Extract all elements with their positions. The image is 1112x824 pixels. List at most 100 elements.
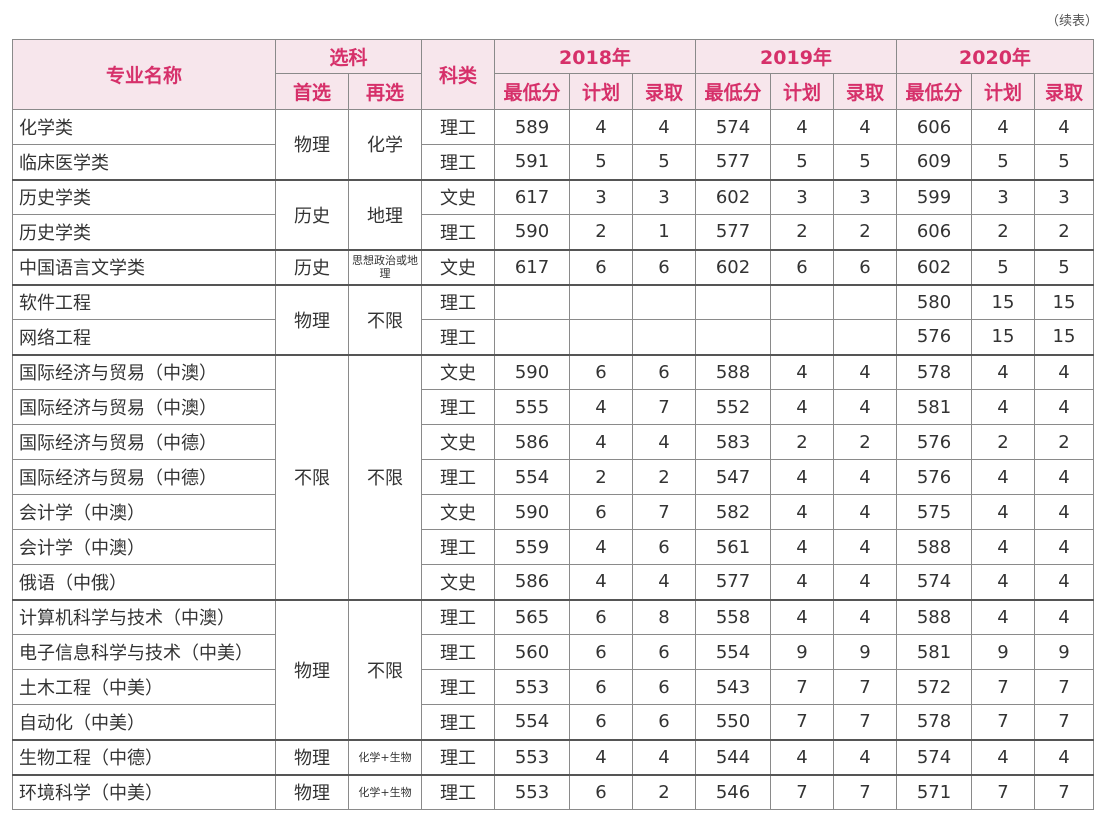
- y2020-admit-cell: 4: [1034, 459, 1094, 495]
- y2019-plan-cell: 4: [770, 389, 834, 425]
- y2020-admit-cell: 4: [1034, 109, 1094, 145]
- y2020-min-score-cell: 588: [896, 529, 972, 565]
- table-row: 国际经济与贸易（中德） 文史 586 4 4 583 2 2 576 2 2: [12, 424, 1094, 460]
- y2019-admit-cell: 4: [833, 353, 897, 390]
- y2018-admit-cell: 8: [632, 598, 696, 635]
- y2020-min-score-cell: 572: [896, 669, 972, 705]
- major-name-cell: 电子信息科学与技术（中美）: [12, 634, 276, 670]
- y2018-admit-cell: 6: [632, 248, 696, 285]
- major-name-cell: 国际经济与贸易（中德）: [12, 424, 276, 460]
- y2018-plan-cell: 2: [569, 459, 633, 495]
- y2019-min-score-cell: 546: [695, 773, 771, 810]
- y2020-admit-cell: 5: [1034, 144, 1094, 180]
- table-row: 自动化（中美） 理工 554 6 6 550 7 7 578 7 7: [12, 704, 1094, 740]
- category-cell: 理工: [421, 704, 495, 740]
- y2019-admit-cell: 4: [833, 598, 897, 635]
- y2018-min-score-cell: 565: [494, 598, 570, 635]
- y2018-admit-cell: 6: [632, 529, 696, 565]
- table-row: 会计学（中澳） 文史 590 6 7 582 4 4 575 4 4: [12, 494, 1094, 530]
- major-name-cell: 化学类: [12, 109, 276, 145]
- y2018-plan-cell: 6: [569, 669, 633, 705]
- second-subject-cell: 不限: [348, 598, 422, 740]
- y2018-plan-cell: 5: [569, 144, 633, 180]
- y2018-plan-cell: 4: [569, 564, 633, 600]
- major-name-cell: 环境科学（中美）: [12, 773, 276, 810]
- y2020-plan-cell: 15: [971, 283, 1035, 320]
- table-row: 软件工程 物理 不限 理工 580 15 15: [12, 283, 1094, 355]
- table-row: 中国语言文学类 历史 思想政治或地理 文史 617 6 6 602 6 6 602 5 5: [12, 248, 1094, 285]
- y2018-admit-cell: [632, 319, 696, 355]
- y2018-admit-cell: 6: [632, 669, 696, 705]
- y2020-min-score-cell: 580: [896, 283, 972, 320]
- category-cell: 文史: [421, 178, 495, 215]
- y2020-min-score-cell: 574: [896, 738, 972, 775]
- category-cell: 理工: [421, 634, 495, 670]
- y2018-plan-cell: 6: [569, 494, 633, 530]
- y2020-plan-cell: 7: [971, 704, 1035, 740]
- category-cell: 理工: [421, 738, 495, 775]
- major-name-cell: 自动化（中美）: [12, 704, 276, 740]
- y2020-plan-cell: 7: [971, 773, 1035, 810]
- y2020-plan-cell: 5: [971, 248, 1035, 285]
- category-cell: 理工: [421, 598, 495, 635]
- major-name-cell: 软件工程: [12, 283, 276, 320]
- y2020-admit-cell: 4: [1034, 494, 1094, 530]
- y2020-admit-cell: 5: [1034, 248, 1094, 285]
- y2019-plan-cell: [770, 319, 834, 355]
- table-row: 计算机科学与技术（中澳） 物理 不限 理工 565 6 8 558 4 4 588 4 4: [12, 598, 1094, 740]
- category-cell: 理工: [421, 389, 495, 425]
- y2019-min-score-cell: 544: [695, 738, 771, 775]
- header-subject-choice: 选科: [275, 39, 422, 74]
- y2018-plan-cell: 4: [569, 109, 633, 145]
- major-name-cell: 土木工程（中美）: [12, 669, 276, 705]
- header-admit-2019: 录取: [833, 73, 897, 110]
- y2018-min-score-cell: [494, 283, 570, 320]
- major-name-cell: 会计学（中澳）: [12, 494, 276, 530]
- y2020-min-score-cell: 574: [896, 564, 972, 600]
- y2019-admit-cell: 7: [833, 773, 897, 810]
- major-name-cell: 中国语言文学类: [12, 248, 276, 285]
- y2018-admit-cell: 4: [632, 424, 696, 460]
- y2020-min-score-cell: 576: [896, 459, 972, 495]
- y2020-admit-cell: 4: [1034, 738, 1094, 775]
- y2020-plan-cell: 4: [971, 459, 1035, 495]
- y2020-plan-cell: 4: [971, 353, 1035, 390]
- header-plan-2019: 计划: [770, 73, 834, 110]
- y2018-admit-cell: 5: [632, 144, 696, 180]
- table-row: 网络工程 理工 576 15 15: [12, 319, 1094, 355]
- y2019-admit-cell: 4: [833, 529, 897, 565]
- y2019-min-score-cell: [695, 283, 771, 320]
- y2019-min-score-cell: 547: [695, 459, 771, 495]
- y2018-admit-cell: 6: [632, 353, 696, 390]
- y2019-min-score-cell: 577: [695, 144, 771, 180]
- y2018-plan-cell: 4: [569, 389, 633, 425]
- y2020-min-score-cell: 578: [896, 704, 972, 740]
- y2018-min-score-cell: 555: [494, 389, 570, 425]
- table-row: 会计学（中澳） 理工 559 4 6 561 4 4 588 4 4: [12, 529, 1094, 565]
- first-subject-cell: 物理: [275, 283, 349, 355]
- y2019-plan-cell: 5: [770, 144, 834, 180]
- y2018-min-score-cell: 559: [494, 529, 570, 565]
- y2019-min-score-cell: 558: [695, 598, 771, 635]
- y2020-min-score-cell: 576: [896, 424, 972, 460]
- y2019-min-score-cell: 602: [695, 178, 771, 215]
- y2020-admit-cell: 4: [1034, 389, 1094, 425]
- y2018-plan-cell: 4: [569, 424, 633, 460]
- major-name-cell: 俄语（中俄）: [12, 564, 276, 600]
- y2018-min-score-cell: 617: [494, 248, 570, 285]
- category-cell: 理工: [421, 459, 495, 495]
- y2019-min-score-cell: 552: [695, 389, 771, 425]
- y2020-admit-cell: 3: [1034, 178, 1094, 215]
- y2018-min-score-cell: 554: [494, 459, 570, 495]
- header-admit-2018: 录取: [632, 73, 696, 110]
- y2019-admit-cell: 4: [833, 459, 897, 495]
- y2020-admit-cell: 15: [1034, 283, 1094, 320]
- y2018-plan-cell: 6: [569, 248, 633, 285]
- y2019-admit-cell: 4: [833, 564, 897, 600]
- category-cell: 文史: [421, 424, 495, 460]
- y2018-min-score-cell: 553: [494, 669, 570, 705]
- y2019-admit-cell: 3: [833, 178, 897, 215]
- y2020-admit-cell: 4: [1034, 529, 1094, 565]
- y2018-plan-cell: 6: [569, 704, 633, 740]
- y2018-plan-cell: 3: [569, 178, 633, 215]
